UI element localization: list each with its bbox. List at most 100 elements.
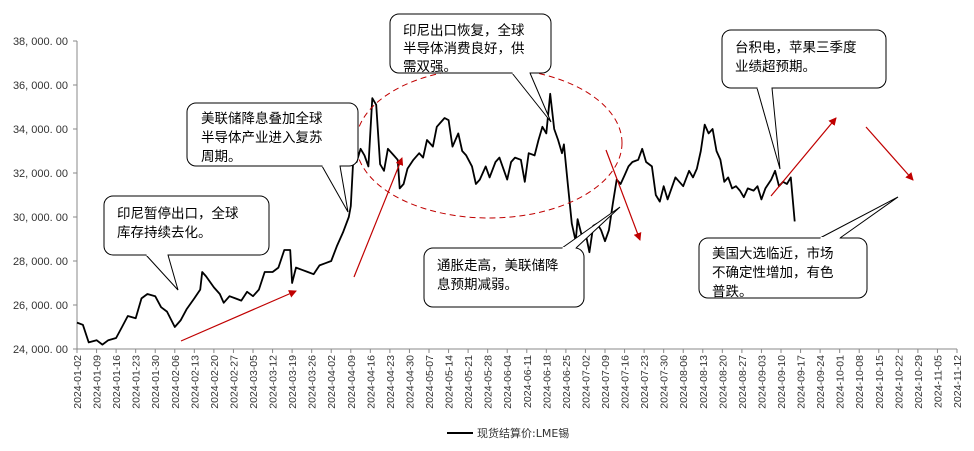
- x-tick-label: 2024-02-13: [189, 355, 201, 409]
- callout-text: 库存持续去化。: [117, 225, 212, 241]
- x-tick-label: 2024-10-29: [913, 355, 925, 409]
- x-tick-label: 2024-08-20: [717, 355, 729, 409]
- x-tick-label: 2024-08-13: [698, 355, 710, 409]
- x-tick-label: 2024-04-23: [385, 355, 397, 409]
- x-tick-label: 2024-09-17: [796, 355, 808, 409]
- x-tick-label: 2024-10-08: [854, 355, 866, 409]
- callout-text: 半导体消费良好，供: [403, 41, 525, 57]
- callout-tail: [511, 72, 552, 123]
- callout-text: 周期。: [201, 149, 242, 165]
- x-tick-label: 2024-01-23: [131, 355, 143, 409]
- callout-box: [103, 195, 270, 256]
- highlight-ellipse: [355, 67, 623, 219]
- x-tick-label: 2024-01-16: [111, 355, 123, 409]
- callout-text: 需双强。: [403, 59, 457, 75]
- callout-tail: [145, 254, 179, 291]
- y-tick-label: 26, 000. 00: [13, 300, 68, 312]
- callout-box: [423, 247, 585, 308]
- x-tick-label: 2024-03-26: [307, 355, 319, 409]
- x-tick-label: 2024-01-09: [92, 355, 104, 409]
- legend: 现货结算价:LME锡: [447, 426, 569, 440]
- x-tick-label: 2024-02-20: [209, 355, 221, 409]
- callout-tail: [561, 206, 621, 249]
- y-tick-label: 34, 000. 00: [13, 124, 68, 136]
- x-tick-label: 2024-10-01: [835, 355, 847, 409]
- y-tick-label: 36, 000. 00: [13, 80, 68, 92]
- x-tick-label: 2024-03-12: [268, 355, 280, 409]
- callout-text: 业绩超预期。: [735, 59, 816, 75]
- callout-text: 台积电，苹果三季度: [735, 40, 857, 56]
- trend-arrow: [865, 126, 914, 181]
- x-tick-label: 2024-04-02: [326, 355, 338, 409]
- y-tick-label: 24, 000. 00: [13, 344, 68, 356]
- x-tick-label: 2024-09-10: [776, 355, 788, 409]
- x-tick-label: 2024-11-12: [952, 355, 964, 408]
- callout-text: 印尼暂停出口，全球: [117, 205, 239, 222]
- callout-text: 印尼出口恢复，全球: [403, 22, 525, 39]
- x-tick-label: 2024-08-27: [737, 355, 749, 409]
- callout-tail: [756, 87, 781, 170]
- x-tick-label: 2024-11-05: [932, 355, 944, 408]
- callout-text: 不确定性增加，有色: [712, 264, 834, 281]
- callout-box: [698, 237, 868, 299]
- callout-text: 半导体产业进入复苏: [201, 129, 323, 146]
- x-tick-label: 2024-09-03: [756, 355, 768, 409]
- callout-tail: [321, 165, 349, 213]
- x-tick-label: 2024-07-02: [580, 355, 592, 409]
- series-line-layer: [76, 92, 796, 346]
- x-tick-label: 2024-07-16: [620, 355, 632, 409]
- x-tick-label: 2024-03-19: [287, 355, 299, 409]
- x-tick-label: 2024-02-27: [228, 355, 240, 409]
- y-tick-label: 28, 000. 00: [13, 256, 68, 268]
- x-tick-label: 2024-05-21: [463, 355, 475, 409]
- x-tick-label: 2024-10-15: [874, 355, 886, 409]
- x-tick-label: 2024-02-06: [170, 355, 182, 409]
- callout-tail: [819, 196, 899, 239]
- x-tick-label: 2024-06-18: [541, 355, 553, 409]
- y-axis-ticks: 24, 000. 00 26, 000. 00 28, 000. 00 30, 000…: [13, 36, 77, 356]
- trend-arrow: [180, 290, 297, 342]
- x-tick-label: 2024-06-04: [502, 355, 514, 409]
- callout-text: 普跌。: [712, 284, 753, 300]
- annotation-callouts: 印尼暂停出口，全球库存持续去化。美联储降息叠加全球半导体产业进入复苏周期。印尼出…: [103, 13, 899, 308]
- callout-text: 通胀走高，美联储降: [437, 257, 559, 274]
- x-tick-label: 2024-05-07: [424, 355, 436, 409]
- x-tick-label: 2024-04-30: [404, 355, 416, 409]
- y-tick-label: 32, 000. 00: [13, 168, 68, 180]
- callout-text: 美联储降息叠加全球: [201, 110, 323, 127]
- x-tick-label: 2024-06-11: [522, 355, 534, 408]
- x-tick-label: 2024-09-24: [815, 355, 827, 409]
- y-tick-label: 30, 000. 00: [13, 212, 68, 224]
- x-tick-label: 2024-07-23: [639, 355, 651, 409]
- callout-box: [186, 102, 359, 167]
- x-axis: 2024-01-02 2024-01-09 2024-01-16 2024-01-23…: [72, 348, 964, 409]
- x-tick-label: 2024-06-25: [561, 355, 573, 409]
- x-tick-label: 2024-04-09: [346, 355, 358, 409]
- trend-arrow: [605, 149, 642, 241]
- x-tick-label: 2024-03-05: [248, 355, 260, 409]
- x-tick-label: 2024-01-30: [150, 355, 162, 409]
- series-line: [76, 92, 796, 346]
- x-tick-label: 2024-08-06: [678, 355, 690, 409]
- callout-box: [389, 13, 552, 74]
- x-tick-label: 2024-07-30: [659, 355, 671, 409]
- callout-text: 息预期减弱。: [437, 276, 518, 293]
- x-tick-label: 2024-10-22: [893, 355, 905, 409]
- trend-arrow: [770, 117, 837, 197]
- trend-arrow: [353, 157, 404, 278]
- x-tick-label: 2024-05-28: [483, 355, 495, 409]
- x-tick-label: 2024-07-09: [600, 355, 612, 409]
- callout-box: [721, 29, 887, 89]
- x-tick-label: 2024-04-16: [365, 355, 377, 409]
- y-tick-label: 38, 000. 00: [13, 36, 68, 48]
- x-tick-label: 2024-01-02: [72, 355, 84, 409]
- x-tick-label: 2024-05-14: [444, 355, 456, 409]
- callout-text: 美国大选临近，市场: [712, 245, 834, 262]
